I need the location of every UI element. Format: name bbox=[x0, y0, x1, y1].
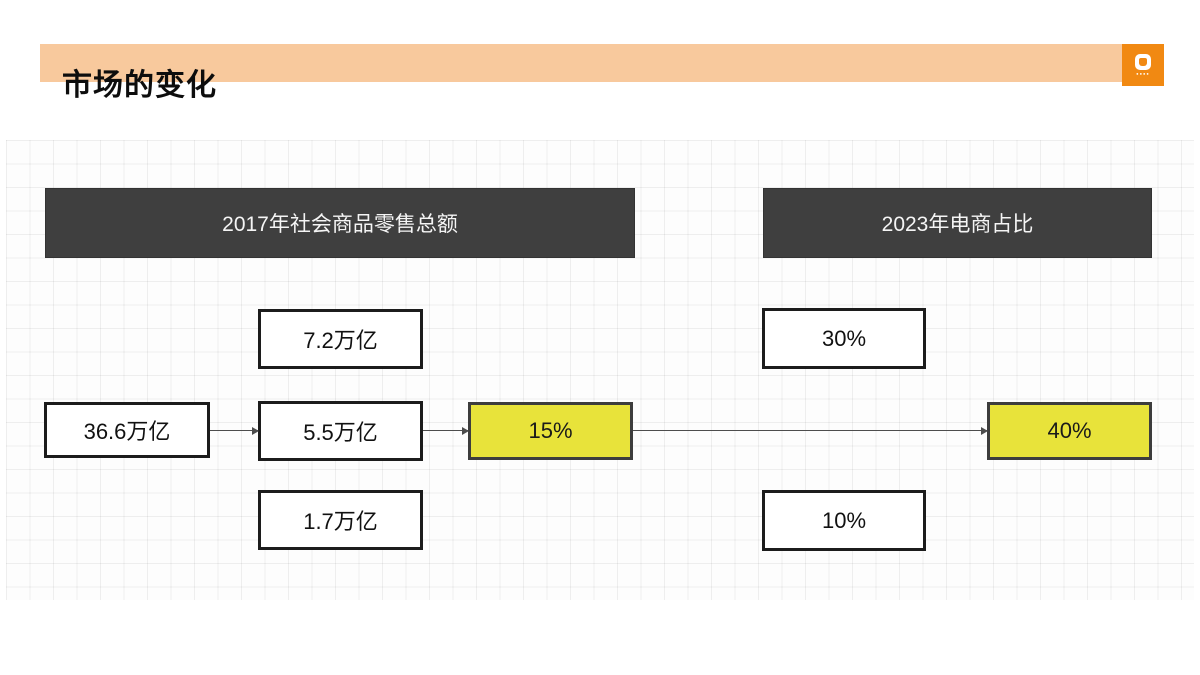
node-lower-share: 10% bbox=[762, 490, 926, 551]
arrow-total-to-mid bbox=[210, 426, 259, 435]
arrow-head-icon bbox=[462, 426, 469, 435]
arrow-mid-to-15pct bbox=[423, 426, 469, 435]
node-upper-estimate: 7.2万亿 bbox=[258, 309, 423, 369]
logo-caption: ●●●● bbox=[1136, 71, 1150, 76]
logo-badge: ●●●● bbox=[1122, 44, 1164, 86]
arrow-head-icon bbox=[252, 426, 259, 435]
node-highlight-40pct: 40% bbox=[987, 402, 1152, 460]
arrow-head-icon bbox=[981, 426, 988, 435]
node-lower-estimate: 1.7万亿 bbox=[258, 490, 423, 550]
node-total-retail: 36.6万亿 bbox=[44, 402, 210, 458]
node-mid-estimate: 5.5万亿 bbox=[258, 401, 423, 461]
header-bar bbox=[40, 44, 1122, 82]
page-title: 市场的变化 bbox=[62, 69, 217, 102]
node-upper-share: 30% bbox=[762, 308, 926, 369]
group-header-2017: 2017年社会商品零售总额 bbox=[45, 188, 635, 258]
diagram-canvas: 2017年社会商品零售总额 2023年电商占比 36.6万亿 7.2万亿 5.5… bbox=[6, 140, 1194, 600]
logo-mark-icon bbox=[1135, 54, 1151, 70]
group-header-2023: 2023年电商占比 bbox=[763, 188, 1152, 258]
arrow-15pct-to-40pct bbox=[633, 426, 988, 435]
node-highlight-15pct: 15% bbox=[468, 402, 633, 460]
logo-mark-inner-icon bbox=[1139, 58, 1147, 66]
